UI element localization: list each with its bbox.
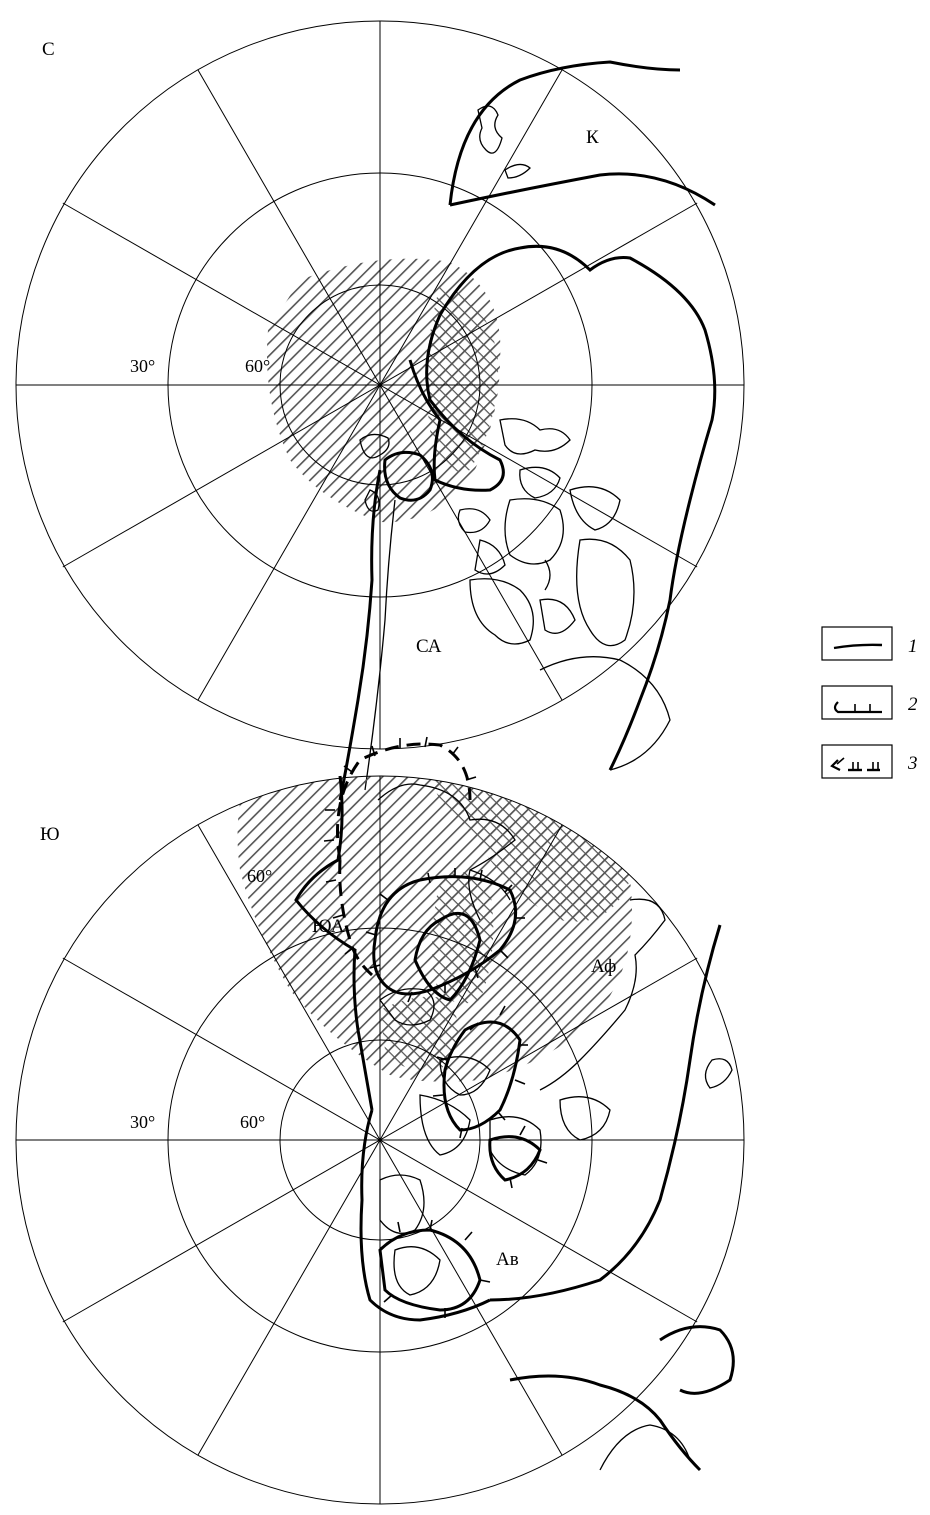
north-lat-label-30: 30° — [130, 356, 155, 376]
legend-number-3: 3 — [907, 753, 918, 774]
south-lat-label-60: 60° — [240, 1112, 265, 1132]
legend-item-1: 1 — [821, 626, 918, 661]
region-label-af: Аф — [591, 956, 616, 977]
north-hemisphere-map — [15, 20, 745, 801]
south-lat-label-60-top: 60° — [247, 866, 272, 886]
legend-number-1: 1 — [908, 636, 918, 657]
south-lat-label-30: 30° — [130, 1112, 155, 1132]
south-hemisphere-map — [15, 736, 745, 1505]
legend-item-2: 2 — [821, 685, 918, 720]
region-label-yua: ЮА — [312, 916, 345, 937]
south-graticule — [15, 775, 745, 1505]
north-graticule — [15, 20, 745, 750]
region-label-sa: СА — [416, 636, 442, 657]
glacier-boundary-symbol — [833, 701, 882, 714]
north-coastlines — [338, 60, 717, 801]
legend-number-2: 2 — [908, 694, 918, 715]
north-lat-label-60: 60° — [245, 356, 270, 376]
coastline-line-symbol — [833, 643, 883, 650]
uncertain-boundary-symbol — [830, 759, 841, 771]
south-hemisphere-label: Ю — [40, 824, 60, 845]
south-coastlines — [294, 736, 735, 1472]
legend-item-3: 3 — [821, 744, 918, 779]
north-hemisphere-label: С — [42, 39, 55, 60]
legend: 1 2 3 — [821, 626, 918, 779]
region-label-av: Ав — [496, 1249, 519, 1270]
region-label-k: К — [586, 127, 599, 148]
